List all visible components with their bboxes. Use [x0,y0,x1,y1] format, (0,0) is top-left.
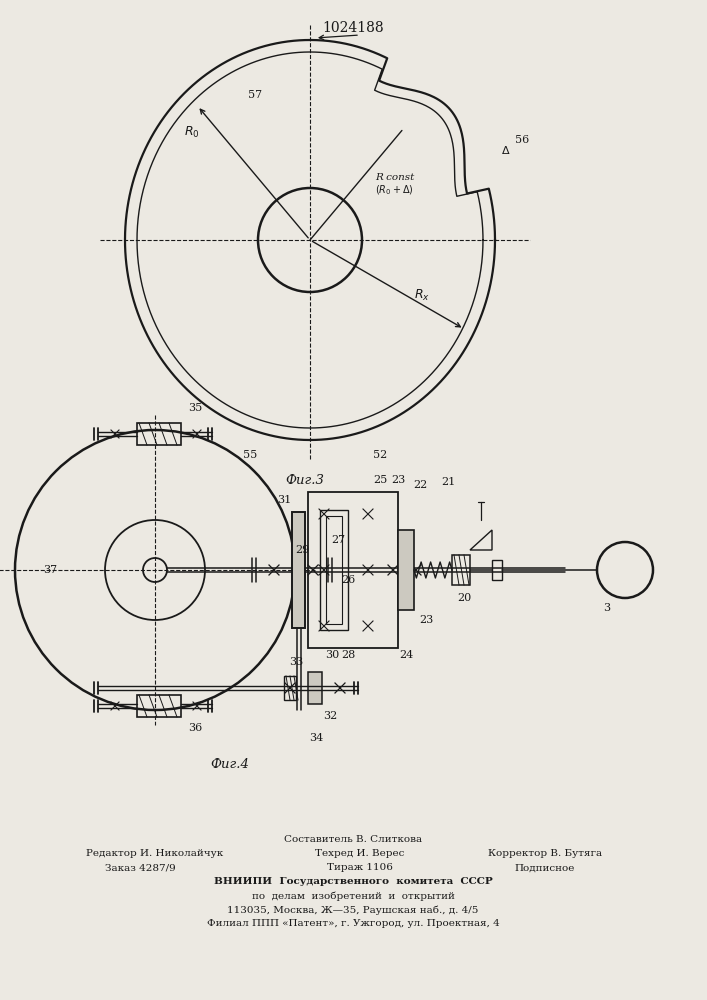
Text: Корректор В. Бутяга: Корректор В. Бутяга [488,850,602,858]
Text: 23: 23 [391,475,405,485]
Text: 34: 34 [309,733,323,743]
Text: Техред И. Верес: Техред И. Верес [315,850,404,858]
Text: 56: 56 [515,135,529,145]
Text: 28: 28 [341,650,355,660]
Text: 22: 22 [413,480,427,490]
Text: Филиал ППП «Патент», г. Ужгород, ул. Проектная, 4: Филиал ППП «Патент», г. Ужгород, ул. Про… [206,920,499,928]
Text: 27: 27 [331,535,345,545]
Bar [137,423,181,445]
Text: 35: 35 [188,403,202,413]
Text: 37: 37 [43,565,57,575]
Bar [308,672,322,704]
Text: R const: R const [375,174,414,182]
Text: 31: 31 [277,495,291,505]
Text: $(R_0+\Delta)$: $(R_0+\Delta)$ [375,183,414,197]
Text: Фиг.4: Фиг.4 [211,758,250,772]
Text: 24: 24 [399,650,413,660]
Text: $R_0$: $R_0$ [184,124,200,140]
Text: 55: 55 [243,450,257,460]
Text: 30: 30 [325,650,339,660]
Text: 33: 33 [289,657,303,667]
Text: по  делам  изобретений  и  открытий: по делам изобретений и открытий [252,891,455,901]
Bar [284,676,296,700]
Text: 26: 26 [341,575,355,585]
Text: 29: 29 [295,545,309,555]
Bar [137,695,181,717]
Bar [492,560,502,580]
Text: 1024188: 1024188 [322,21,384,35]
Text: $R_x$: $R_x$ [414,287,430,303]
Text: Подписное: Подписное [515,863,575,872]
Text: 20: 20 [457,593,471,603]
Text: 52: 52 [373,450,387,460]
Text: 57: 57 [248,90,262,100]
Text: 3: 3 [604,603,611,613]
Text: Редактор И. Николайчук: Редактор И. Николайчук [86,850,223,858]
Text: 25: 25 [373,475,387,485]
Text: ВНИИПИ  Государственного  комитета  СССР: ВНИИПИ Государственного комитета СССР [214,878,492,886]
Bar [292,512,305,628]
Text: $\Delta$: $\Delta$ [501,144,510,156]
Bar [326,516,342,624]
Text: Тираж 1106: Тираж 1106 [327,863,393,872]
Text: 32: 32 [323,711,337,721]
Bar [320,510,348,630]
Bar [308,492,398,648]
Text: Заказ 4287/9: Заказ 4287/9 [105,863,175,872]
Text: 36: 36 [188,723,202,733]
Text: 113035, Москва, Ж—35, Раушская наб., д. 4/5: 113035, Москва, Ж—35, Раушская наб., д. … [228,905,479,915]
Bar [398,530,414,610]
Text: 23: 23 [419,615,433,625]
Text: 21: 21 [441,477,455,487]
Text: Составитель В. Слиткова: Составитель В. Слиткова [284,836,422,844]
Text: Фиг.3: Фиг.3 [286,474,325,487]
Bar [452,555,470,585]
